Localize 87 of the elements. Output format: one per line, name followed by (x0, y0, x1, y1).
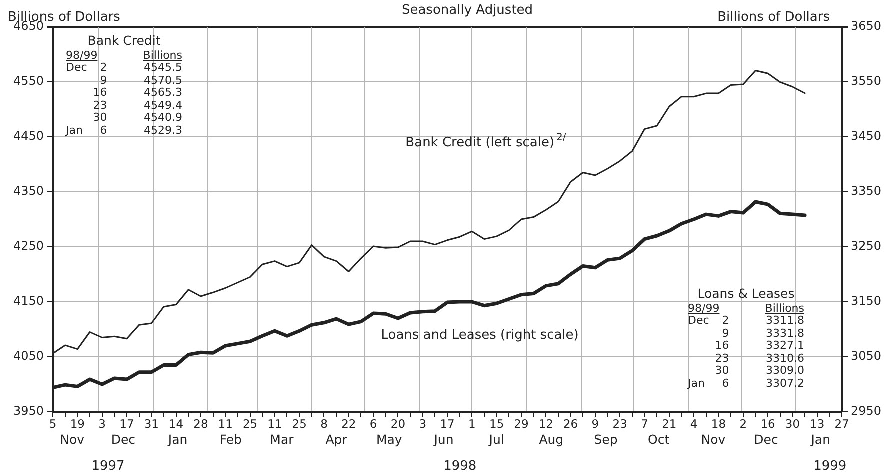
x-tick-label: 6 (370, 416, 378, 431)
text: 16 4565.3 (93, 86, 183, 99)
annotation: Billions (142, 48, 183, 62)
x-tick-label: 27 (834, 416, 850, 431)
x-tick-label: 13 (810, 416, 825, 431)
x-tick-label: 25 (242, 416, 258, 431)
x-tick-label: 20 (390, 416, 406, 431)
text: 23 3310.6 (715, 352, 805, 364)
x2-tick-label: Jan (810, 432, 831, 447)
text: 23 4549.4 (93, 98, 183, 112)
x-tick-label: 8 (320, 416, 328, 431)
text: Dec 2 4545.5 (66, 61, 183, 74)
y2-tick-label: 3550 (851, 74, 882, 88)
annotation: 98/99 (688, 302, 721, 315)
x-tick-label: 17 (440, 416, 455, 431)
x-tick-label: 16 (760, 416, 776, 431)
x-tick-label: 14 (168, 416, 184, 431)
x-tick-label: 21 (662, 416, 677, 431)
x-tick-label: 17 (120, 416, 134, 431)
x-tick-label: 19 (70, 416, 85, 431)
text: Dec 2 3311.8 (688, 314, 805, 327)
x-tick-label: 2 (740, 416, 748, 431)
y-tick-label: 4550 (13, 74, 44, 88)
x-tick-label: 25 (292, 416, 307, 431)
x2-tick-label: Nov (60, 432, 86, 447)
annotation: 98/99 (66, 48, 99, 62)
text: 9 3331.8 (722, 326, 805, 340)
x-tick-label: 9 (592, 416, 600, 431)
x-tick-label: 31 (144, 416, 159, 431)
x-tick-label: 29 (514, 416, 529, 431)
text: 30 3309.0 (715, 364, 805, 377)
x2-tick-label: Nov (701, 432, 726, 447)
y-tick-label: 4050 (13, 349, 44, 364)
x-tick-label: 26 (563, 416, 578, 431)
x-tick-label: 30 (785, 416, 800, 431)
y2-tick-label: 3650 (851, 19, 882, 34)
x2-tick-label: Feb (220, 432, 242, 447)
text: 9 4570.5 (100, 74, 183, 86)
y2-axis-title: Billions of Dollars (718, 10, 830, 25)
y-tick-label: 4450 (13, 129, 44, 144)
x2-tick-label: Jul (488, 432, 504, 447)
text: 1999 (814, 459, 847, 474)
y2-tick-label: 2950 (851, 404, 882, 418)
text: Jan 6 4529.3 (66, 124, 183, 136)
x2-tick-label: Dec (754, 432, 778, 447)
y-tick-label: 4350 (13, 184, 44, 198)
x-tick-label: 12 (538, 416, 554, 431)
x2-tick-label: May (376, 432, 403, 447)
x-tick-label: 11 (268, 416, 282, 431)
annotation: Bank Credit (86, 33, 162, 48)
x-tick-label: 5 (49, 416, 57, 431)
y2-tick-label: 3250 (851, 239, 882, 254)
x2-tick-label: Sep (594, 432, 618, 447)
y-tick-label: 3950 (13, 404, 44, 418)
x-tick-label: 18 (711, 416, 726, 431)
y2-tick-label: 3050 (851, 349, 882, 364)
annotation: Loans & Leases (696, 286, 796, 301)
text: 16 3327.1 (715, 339, 805, 352)
x-tick-label: 28 (194, 416, 208, 431)
text: Jan 6 3307.2 (688, 376, 805, 390)
x2-tick-label: Aug (539, 432, 564, 447)
x2-tick-label: Oct (648, 432, 670, 447)
y2-tick-label: 3350 (851, 184, 882, 198)
x2-tick-label: Jan (167, 432, 188, 447)
y2-tick-label: 3450 (851, 129, 882, 144)
x-tick-label: 3 (98, 416, 106, 431)
x-tick-label: 4 (690, 416, 698, 431)
y-tick-label: 4250 (13, 239, 44, 254)
series-label: Loans and Leases (right scale) (381, 328, 579, 343)
x2-tick-label: Dec (111, 432, 136, 447)
x-tick-label: 23 (612, 416, 628, 431)
x-tick-label: 3 (419, 416, 427, 431)
x2-tick-label: Apr (326, 432, 348, 447)
x2-tick-label: Jun (433, 432, 454, 447)
y2-tick-label: 3150 (851, 294, 882, 308)
x-tick-label: 7 (641, 416, 648, 431)
y-tick-label: 4150 (13, 294, 44, 308)
x-tick-label: 15 (489, 416, 504, 431)
chart-title: Seasonally Adjusted (402, 3, 534, 18)
text: 30 4540.9 (93, 111, 183, 124)
text: 1997 (92, 459, 125, 474)
text: 1998 (444, 459, 477, 474)
x-tick-label: 22 (342, 416, 356, 431)
x-tick-label: 11 (218, 416, 233, 431)
x2-tick-label: Mar (270, 432, 295, 447)
annotation: Billions (764, 302, 805, 315)
x-tick-label: 1 (468, 416, 476, 431)
